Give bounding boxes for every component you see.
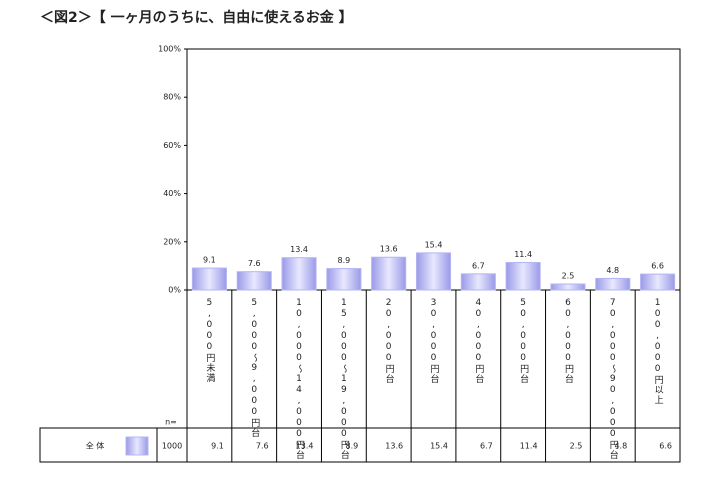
- x-tick-label: 10,000～14,000円台: [294, 298, 305, 460]
- y-tick-label: 80%: [163, 93, 181, 102]
- data-label: 15.4: [425, 240, 443, 249]
- x-tick-label: 15,000～19,000円台: [339, 298, 350, 460]
- bar: [236, 271, 272, 291]
- bar: [640, 273, 676, 291]
- y-tick-label: 40%: [163, 189, 181, 198]
- table-value: 13.4: [296, 442, 314, 451]
- x-tick-label: 60,000円台: [563, 298, 574, 384]
- data-label: 13.4: [290, 245, 308, 254]
- bar: [460, 273, 496, 291]
- y-tick-label: 20%: [163, 237, 181, 246]
- data-label: 13.6: [380, 245, 398, 254]
- table-value: 11.4: [520, 442, 538, 451]
- y-tick-label: 100%: [158, 45, 181, 54]
- data-label: 2.5: [562, 271, 575, 280]
- data-label: 9.1: [203, 256, 216, 265]
- data-label: 6.6: [651, 262, 664, 271]
- table-value: 6.7: [480, 442, 493, 451]
- bar: [550, 283, 586, 291]
- n-value: 1000: [162, 442, 182, 451]
- chart-title: ＜図2＞【 一ヶ月のうちに、自由に使えるお金 】: [40, 9, 353, 26]
- table-value: 6.6: [659, 442, 672, 451]
- x-tick-label: 20,000円台: [384, 298, 395, 384]
- legend-swatch: [125, 436, 149, 456]
- bar: [281, 257, 317, 291]
- table-value: 13.6: [385, 442, 403, 451]
- x-tick-label: 100,000円以上: [653, 298, 664, 405]
- table-value: 7.6: [256, 442, 269, 451]
- y-tick-label: 60%: [163, 141, 181, 150]
- data-label: 6.7: [472, 261, 485, 270]
- data-label: 4.8: [606, 266, 619, 275]
- bar: [326, 268, 362, 291]
- legend-label: 全 体: [86, 441, 105, 451]
- table-value: 15.4: [430, 442, 448, 451]
- x-tick-label: 40,000円台: [473, 298, 484, 384]
- n-label: n=: [165, 418, 177, 427]
- bar: [595, 277, 631, 291]
- data-label: 8.9: [337, 256, 350, 265]
- table-value: 9.1: [211, 442, 224, 451]
- x-tick-label: 5,000円未満: [204, 298, 215, 383]
- x-tick-label: 5,000～9,000円台: [249, 298, 260, 438]
- y-tick-label: 0%: [168, 286, 181, 295]
- bar: [505, 262, 541, 291]
- bar: [415, 252, 452, 291]
- bar: [191, 267, 227, 291]
- x-tick-label: 70,000～90,000円台: [608, 298, 619, 460]
- table-value: 8.9: [346, 442, 359, 451]
- x-tick-label: 50,000円台: [518, 298, 529, 384]
- data-label: 11.4: [514, 250, 532, 259]
- bar: [371, 256, 407, 291]
- table-value: 4.8: [614, 442, 627, 451]
- table-value: 2.5: [570, 442, 583, 451]
- x-tick-label: 30,000円台: [429, 298, 440, 384]
- data-label: 7.6: [248, 259, 261, 268]
